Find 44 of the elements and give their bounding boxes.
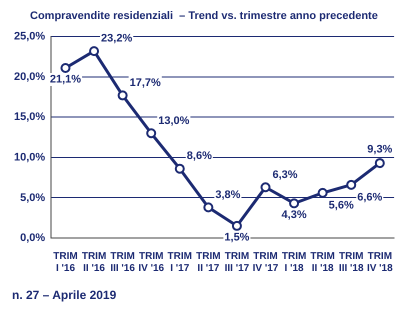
x-tick-label: TRIM II '16	[82, 250, 106, 274]
data-label: 6,3%	[272, 168, 298, 181]
point	[232, 220, 242, 231]
point	[374, 158, 385, 168]
x-tick-label: TRIM IV '18	[366, 250, 394, 274]
y-tick-label: 15,0%	[14, 111, 46, 124]
data-label: 6,6%	[357, 191, 383, 204]
text: n. 27 – Aprile 2019	[11, 287, 118, 302]
x-tick-label: TRIM II '17	[196, 250, 221, 274]
point	[318, 188, 328, 198]
point	[118, 90, 128, 100]
y-tick-label: 25,0%	[14, 30, 46, 43]
data-label: 5,6%	[328, 199, 354, 212]
point	[289, 198, 300, 208]
point	[260, 182, 271, 192]
x-tick-label: TRIM III '17	[224, 250, 250, 274]
point	[89, 46, 100, 56]
y-tick-label: 0,0%	[20, 232, 46, 244]
x-tick-label: TRIM I '17	[168, 250, 192, 274]
x-tick-label: TRIM III '16	[110, 250, 136, 274]
x-tick-label: TRIM I '16	[53, 250, 78, 274]
data-label: 3,8%	[215, 188, 241, 201]
chart-title: Compravendite residenziali – Trend vs. trimestre anno precedente	[29, 9, 379, 24]
y-tick-label: 20,0%	[14, 70, 46, 83]
data-label: 17,7%	[130, 76, 162, 89]
data-label: 23,2%	[101, 32, 132, 45]
point	[346, 180, 356, 190]
y-tick-label: 10,0%	[14, 151, 46, 164]
data-label: 21,1%	[50, 74, 82, 86]
x-tick-label: TRIM I '18	[282, 250, 306, 274]
point	[203, 202, 214, 212]
x-tick-label: TRIM II '18	[310, 250, 335, 274]
point	[60, 63, 70, 74]
point	[174, 164, 185, 174]
data-label: 8,6%	[186, 150, 212, 162]
y-tick-label: 5,0%	[20, 192, 46, 204]
x-tick-label: TRIM IV '16	[138, 250, 164, 274]
x-tick-label: TRIM IV '17	[252, 250, 279, 274]
data-label: 4,3%	[282, 208, 307, 221]
point	[146, 128, 156, 138]
data-label: 13,0%	[158, 114, 190, 127]
x-tick-label: TRIM III '18	[338, 250, 364, 274]
data-label: 1,5%	[224, 231, 250, 244]
data-label: 9,3%	[367, 144, 393, 156]
